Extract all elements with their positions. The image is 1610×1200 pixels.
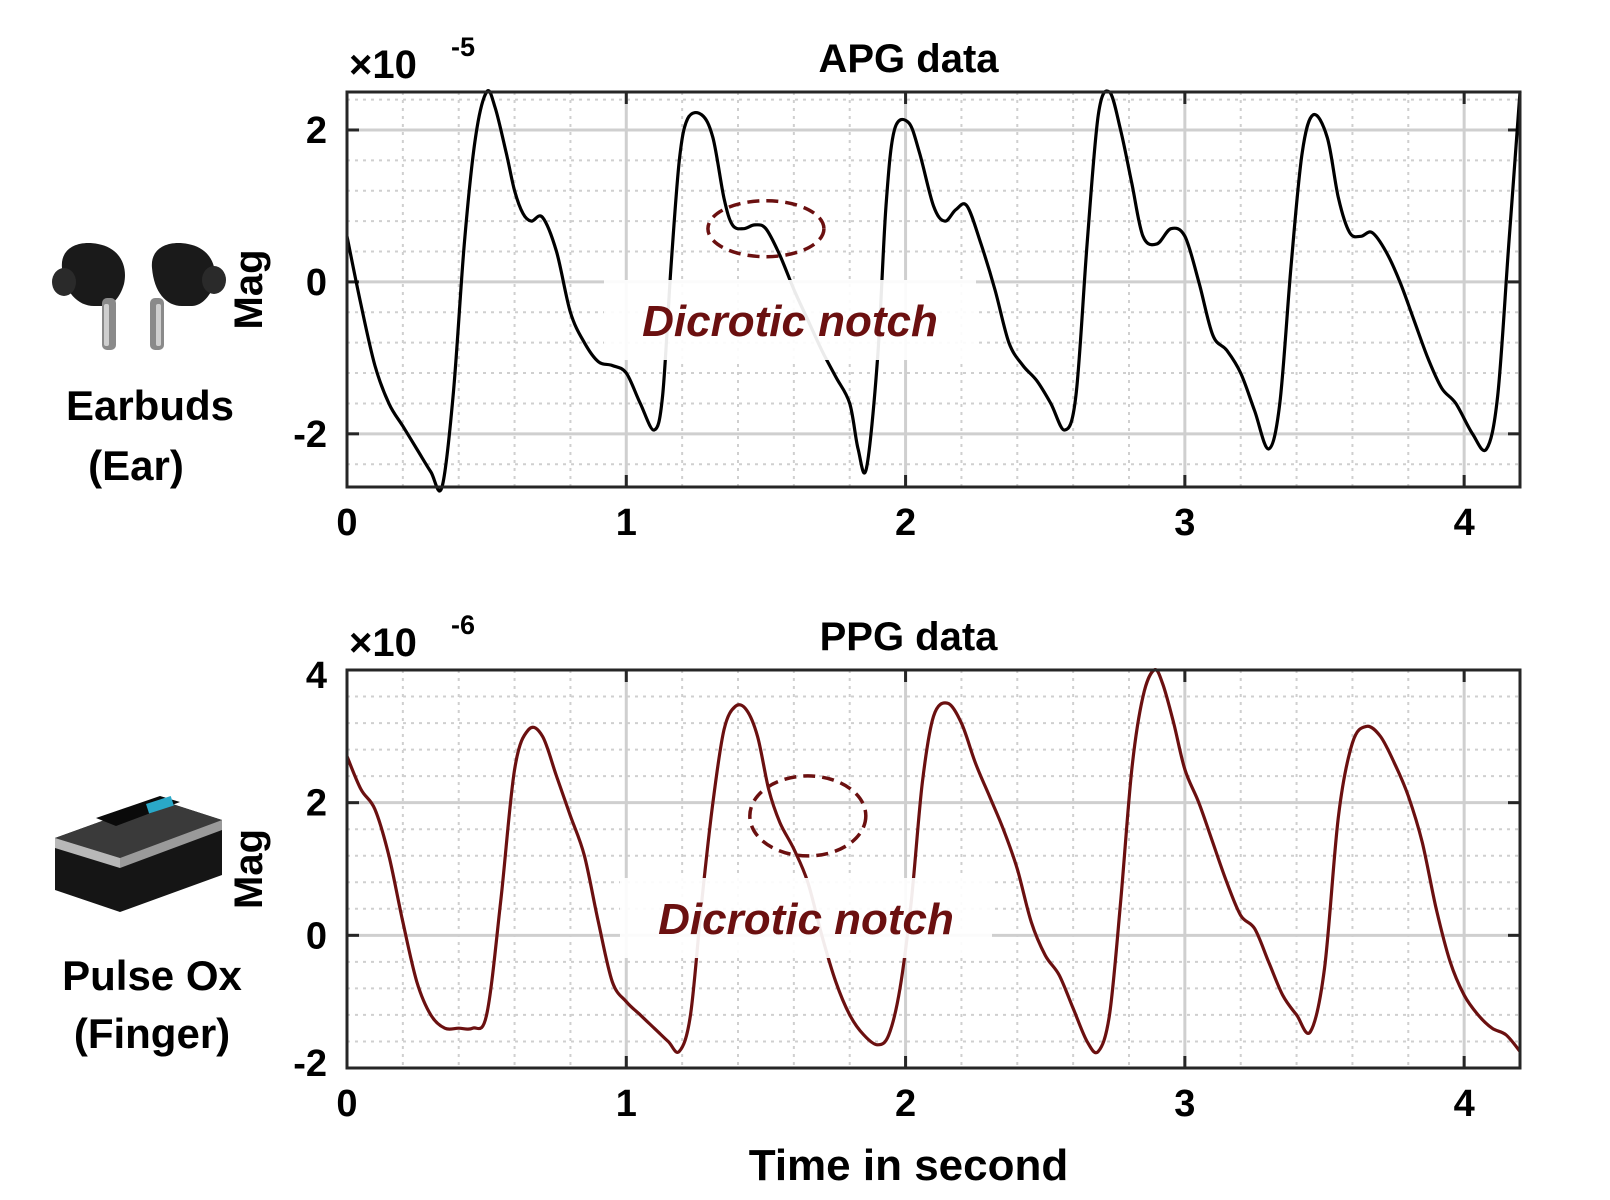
svg-text:×10: ×10 bbox=[349, 43, 417, 87]
ppg-y-axis-label: Mag bbox=[227, 829, 271, 909]
ppg-y-tick-label: -2 bbox=[293, 1043, 327, 1085]
ppg-annotation-background bbox=[620, 878, 992, 958]
ppg-x-tick-label: 0 bbox=[336, 1083, 357, 1125]
apg-annotation-label: Dicrotic notch bbox=[642, 297, 938, 346]
device-pulse-ox-name: Pulse Ox bbox=[62, 952, 242, 999]
apg-y-tick-label: -2 bbox=[293, 414, 327, 456]
ppg-y-tick-label: 2 bbox=[306, 783, 327, 825]
apg-axes-frame bbox=[345, 90, 1522, 489]
device-earbuds-name: Earbuds bbox=[66, 382, 234, 429]
ppg-chart-title: PPG data bbox=[820, 615, 999, 659]
ppg-y-exponent-power: -6 bbox=[451, 610, 475, 640]
ppg-y-tick-label: 0 bbox=[306, 915, 327, 957]
apg-x-tick-label: 4 bbox=[1454, 502, 1475, 544]
ppg-y-tick-label: 4 bbox=[306, 655, 327, 697]
ppg-x-tick-label: 4 bbox=[1454, 1083, 1475, 1125]
apg-y-exponent-power: -5 bbox=[451, 32, 475, 62]
apg-x-tick-label: 2 bbox=[895, 502, 916, 544]
pulse-oximeter-icon bbox=[55, 795, 222, 912]
ppg-annotation-label: Dicrotic notch bbox=[658, 895, 954, 944]
apg-chart-title: APG data bbox=[818, 37, 999, 81]
apg-x-tick-label: 3 bbox=[1174, 502, 1195, 544]
device-earbuds-location: (Ear) bbox=[88, 442, 184, 489]
apg-y-tick-label: 0 bbox=[306, 262, 327, 304]
apg-y-tick-label: 2 bbox=[306, 110, 327, 152]
ppg-axes-frame bbox=[345, 668, 1522, 1070]
device-pulse-ox-location: (Finger) bbox=[74, 1010, 230, 1057]
apg-chart: 0 1 2 3 4 -2 0 2 Dicrotic notch APG data ×10 -5… bbox=[227, 32, 1522, 544]
ppg-x-tick-label: 3 bbox=[1174, 1083, 1195, 1125]
svg-text:×10: ×10 bbox=[349, 621, 417, 665]
ppg-x-tick-label: 2 bbox=[895, 1083, 916, 1125]
ppg-y-exponent: ×10 -6 bbox=[349, 610, 475, 665]
apg-y-exponent: ×10 -5 bbox=[349, 32, 475, 87]
ppg-dicrotic-notch-marker bbox=[748, 774, 868, 858]
apg-x-tick-label: 1 bbox=[616, 502, 637, 544]
earbuds-icon bbox=[52, 243, 226, 350]
apg-dicrotic-notch-marker bbox=[706, 198, 826, 259]
apg-y-axis-label: Mag bbox=[227, 250, 271, 330]
apg-series-line bbox=[345, 89, 1522, 493]
ppg-x-axis-label: Time in second bbox=[749, 1141, 1069, 1190]
apg-x-tick-label: 0 bbox=[336, 502, 357, 544]
ppg-series-line bbox=[345, 668, 1522, 1055]
ppg-x-tick-label: 1 bbox=[616, 1083, 637, 1125]
apg-annotation-background bbox=[604, 280, 976, 360]
